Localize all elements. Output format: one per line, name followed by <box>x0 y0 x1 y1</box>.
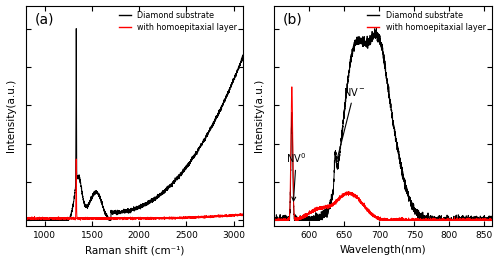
Legend: Diamond substrate, with homoepitaxial layer: Diamond substrate, with homoepitaxial la… <box>118 10 239 33</box>
Y-axis label: Intensity(a.u.): Intensity(a.u.) <box>254 79 264 152</box>
Text: NV$^0$: NV$^0$ <box>286 151 306 201</box>
X-axis label: Wavelength(nm): Wavelength(nm) <box>340 245 426 256</box>
Text: NV$^-$: NV$^-$ <box>336 86 366 163</box>
Text: (a): (a) <box>34 12 54 26</box>
Text: (b): (b) <box>283 12 303 26</box>
X-axis label: Raman shift (cm⁻¹): Raman shift (cm⁻¹) <box>85 245 184 256</box>
Y-axis label: Intensity(a.u.): Intensity(a.u.) <box>6 79 16 152</box>
Legend: Diamond substrate, with homoepitaxial layer: Diamond substrate, with homoepitaxial la… <box>366 10 488 33</box>
